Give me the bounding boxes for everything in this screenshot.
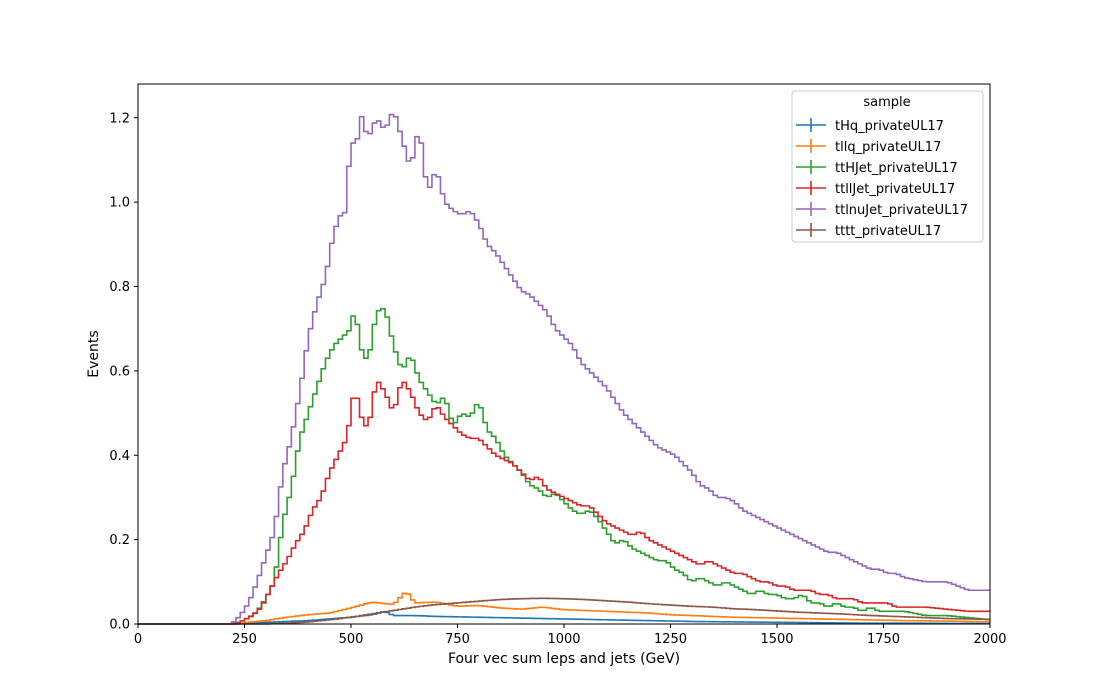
- x-tick-label: 1250: [654, 632, 687, 647]
- legend-entry: ttHJet_privateUL17: [796, 160, 958, 176]
- x-tick-label: 0: [134, 632, 142, 647]
- y-tick-label: 0.2: [109, 533, 130, 548]
- y-tick-label: 0.8: [109, 280, 130, 295]
- legend-label: tttt_privateUL17: [835, 224, 941, 239]
- series-line-tthjet: [138, 307, 990, 625]
- y-axis: 0.0 0.2 0.4 0.6 0.8 1.0 1.2: [109, 111, 138, 633]
- legend-label: tHq_privateUL17: [835, 119, 944, 134]
- legend-box: [791, 90, 984, 243]
- x-tick-label: 2000: [973, 632, 1006, 647]
- x-tick-label: 250: [232, 632, 257, 647]
- legend-entry: tttt_privateUL17: [796, 223, 941, 239]
- x-tick-label: 1500: [760, 632, 793, 647]
- y-tick-label: 0.4: [109, 449, 130, 464]
- legend-entry: tllq_privateUL17: [796, 139, 941, 155]
- y-tick-label: 0.0: [109, 618, 130, 633]
- series-layer: [138, 113, 990, 625]
- x-tick-label: 1000: [547, 632, 580, 647]
- legend-entry: ttlnuJet_privateUL17: [796, 202, 968, 218]
- series-line-ttlnujet: [138, 113, 990, 625]
- x-tick-label: 500: [339, 632, 364, 647]
- series-line-ttlljet: [138, 381, 990, 625]
- y-tick-label: 0.6: [109, 364, 130, 379]
- x-tick-label: 750: [445, 632, 470, 647]
- x-tick-label: 1750: [867, 632, 900, 647]
- legend-entry: ttllJet_privateUL17: [796, 181, 955, 197]
- x-axis: 0 250 500 750 1000 1250 1500 1750 2000: [134, 624, 1007, 647]
- legend-entry: tHq_privateUL17: [796, 118, 944, 134]
- y-axis-label: Events: [86, 330, 102, 377]
- legend-label: ttlnuJet_privateUL17: [835, 203, 968, 218]
- legend-entries: tHq_privateUL17 tllq_privateUL17 ttHJet_pr…: [796, 118, 968, 239]
- legend-label: ttllJet_privateUL17: [835, 182, 955, 197]
- legend: sample tHq_privateUL17 tllq_privateUL17tt…: [791, 90, 984, 243]
- y-tick-label: 1.2: [109, 111, 130, 126]
- y-tick-label: 1.0: [109, 196, 130, 211]
- x-axis-label: Four vec sum leps and jets (GeV): [448, 651, 680, 667]
- series-line-tllq: [138, 592, 990, 625]
- series-line-thq: [138, 611, 990, 625]
- legend-title: sample: [863, 95, 910, 110]
- legend-label: tllq_privateUL17: [835, 140, 941, 155]
- series-line-tttt: [138, 597, 990, 625]
- legend-label: ttHJet_privateUL17: [835, 161, 958, 176]
